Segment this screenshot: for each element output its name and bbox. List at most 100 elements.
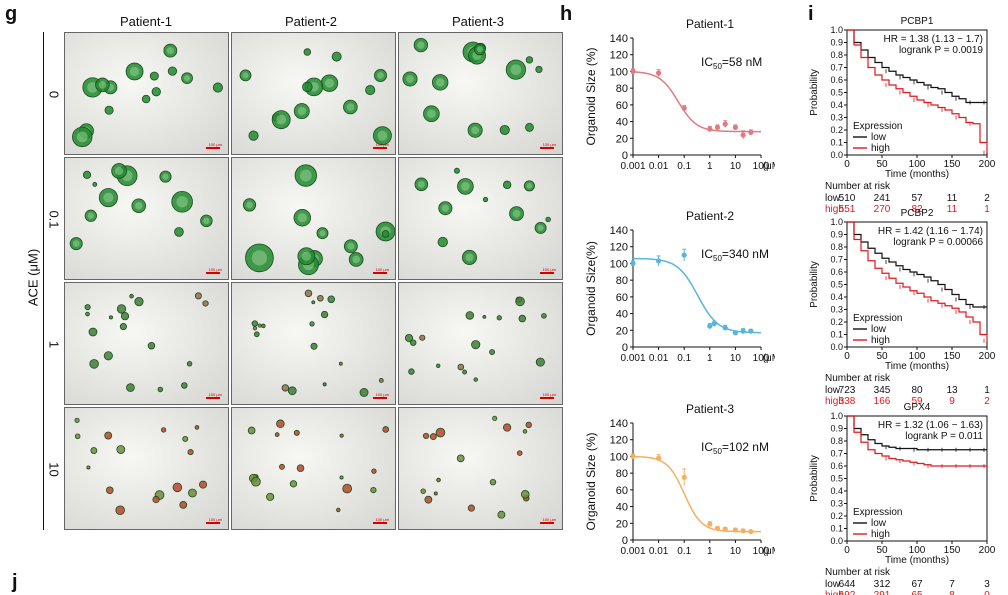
risk-count-high: 338 (839, 396, 856, 407)
organoid-blob (467, 504, 475, 512)
organoid-blob (317, 294, 324, 302)
y-tick-label: 1.0 (830, 25, 843, 35)
y-tick-label: 40 (616, 309, 628, 321)
x-tick-label: 100 (909, 351, 926, 362)
organoid-blob (435, 427, 446, 438)
data-point (681, 105, 687, 111)
survival-curve-high (847, 29, 988, 153)
organoid-lumen (297, 213, 307, 223)
organoid-lumen (251, 250, 268, 266)
micrograph-background (399, 283, 562, 404)
y-tick-label: 100 (610, 451, 628, 463)
organoid-lumen (324, 78, 335, 88)
risk-count-low: 241 (874, 193, 891, 204)
y-tick-label: 20 (616, 133, 628, 145)
micrograph-tile: 100 μm (64, 407, 229, 530)
chart-title: PCBP1 (901, 16, 934, 27)
organoid-blob (311, 300, 316, 305)
y-tick-label: 0.8 (830, 50, 843, 60)
data-point (748, 129, 754, 136)
x-tick-label: 0.1 (677, 161, 691, 172)
y-tick-label: 0.4 (830, 292, 843, 302)
organoid-blob (106, 486, 114, 495)
y-tick-label: 0.7 (830, 63, 843, 73)
y-tick-label: 0.4 (830, 100, 843, 110)
risk-table-title: Number at risk (825, 181, 891, 192)
y-tick-label: 100 (610, 258, 628, 270)
column-header-patient-1: Patient-1 (119, 14, 173, 29)
dose-chart-1: Patient-1 0 20 40 60 80 100 120 140 0.001 0.01 0.1 1… (584, 17, 775, 172)
organoid-blob (429, 433, 437, 441)
organoid-lumen (129, 66, 140, 77)
y-tick-label: 1.0 (830, 411, 843, 421)
micrograph-tile: 100 μm (398, 282, 563, 405)
fit-curve (633, 455, 761, 533)
organoid-lumen (461, 182, 470, 191)
legend-label-high: high (871, 335, 890, 346)
y-tick-label: 140 (610, 418, 628, 430)
data-point (714, 525, 721, 531)
km-chart-2: PCBP2 0.0 0.1 0.2 0.3 0.4 0.5 0.6 0.7 0.8 0.9 1.0 0 5… (809, 208, 996, 407)
y-tick-label: 0 (622, 535, 628, 547)
risk-count-low: 312 (874, 579, 891, 590)
x-tick-label: 200 (979, 351, 996, 362)
y-tick-label: 60 (616, 485, 628, 497)
organoid-blob (370, 487, 377, 494)
ic50-annotation: IC50=58 nM (701, 55, 762, 71)
risk-count-high: 1 (984, 204, 990, 215)
data-point (630, 453, 636, 460)
survival-curve-low (847, 415, 987, 451)
organoid-blob (248, 130, 259, 141)
scale-bar (373, 272, 387, 274)
data-point (681, 252, 687, 258)
ic50-annotation: IC50=102 nM (701, 440, 769, 456)
data-point (656, 70, 662, 76)
organoid-lumen (512, 209, 521, 218)
panel-label-g: g (5, 3, 18, 25)
y-axis-title: Organoid Size (%) (584, 47, 598, 145)
organoid-blob (274, 432, 280, 437)
survival-curve-high (847, 415, 987, 467)
risk-count-high: 0 (984, 590, 990, 595)
organoid-lumen (166, 47, 174, 55)
data-point (630, 260, 636, 267)
organoid-blob (116, 445, 126, 454)
risk-count-low: 345 (874, 385, 891, 396)
chart-title: Patient-1 (686, 17, 734, 31)
x-tick-label: 50 (876, 159, 888, 170)
micrograph-image (232, 158, 395, 279)
y-tick-label: 140 (610, 33, 628, 45)
risk-count-low: 57 (911, 193, 923, 204)
data-point (732, 527, 738, 533)
x-tick-label: 0.01 (649, 161, 669, 172)
organoid-blob (172, 482, 183, 493)
y-tick-label: 1.0 (830, 217, 843, 227)
fit-curve (632, 257, 761, 334)
x-tick-label: 50 (876, 545, 888, 556)
x-axis-unit: (μM) (763, 546, 775, 557)
organoid-blob (482, 196, 489, 203)
y-tick-label: 0.6 (830, 75, 843, 85)
organoid-lumen (352, 255, 360, 264)
organoid-blob (279, 463, 285, 470)
data-point (732, 330, 738, 336)
organoid-blob (247, 426, 256, 435)
organoid-blob (104, 431, 113, 440)
organoid-blob (525, 421, 532, 429)
y-tick-label: 0.2 (830, 317, 843, 327)
data-point (740, 132, 746, 138)
x-tick-label: 150 (944, 351, 961, 362)
micrograph-image (232, 283, 395, 404)
y-tick-label: 140 (610, 225, 628, 237)
organoid-blob (422, 432, 430, 440)
risk-count-high: 270 (874, 204, 891, 215)
organoid-blob (152, 495, 160, 504)
micrograph-image (65, 408, 228, 529)
risk-row-label-low: low (825, 385, 841, 396)
organoid-blob (492, 415, 498, 421)
scale-bar-label: 100 μm (208, 392, 222, 397)
organoid-blob (266, 492, 275, 501)
organoid-lumen (465, 253, 474, 262)
organoid-blob (471, 340, 481, 350)
organoid-lumen (103, 192, 114, 203)
